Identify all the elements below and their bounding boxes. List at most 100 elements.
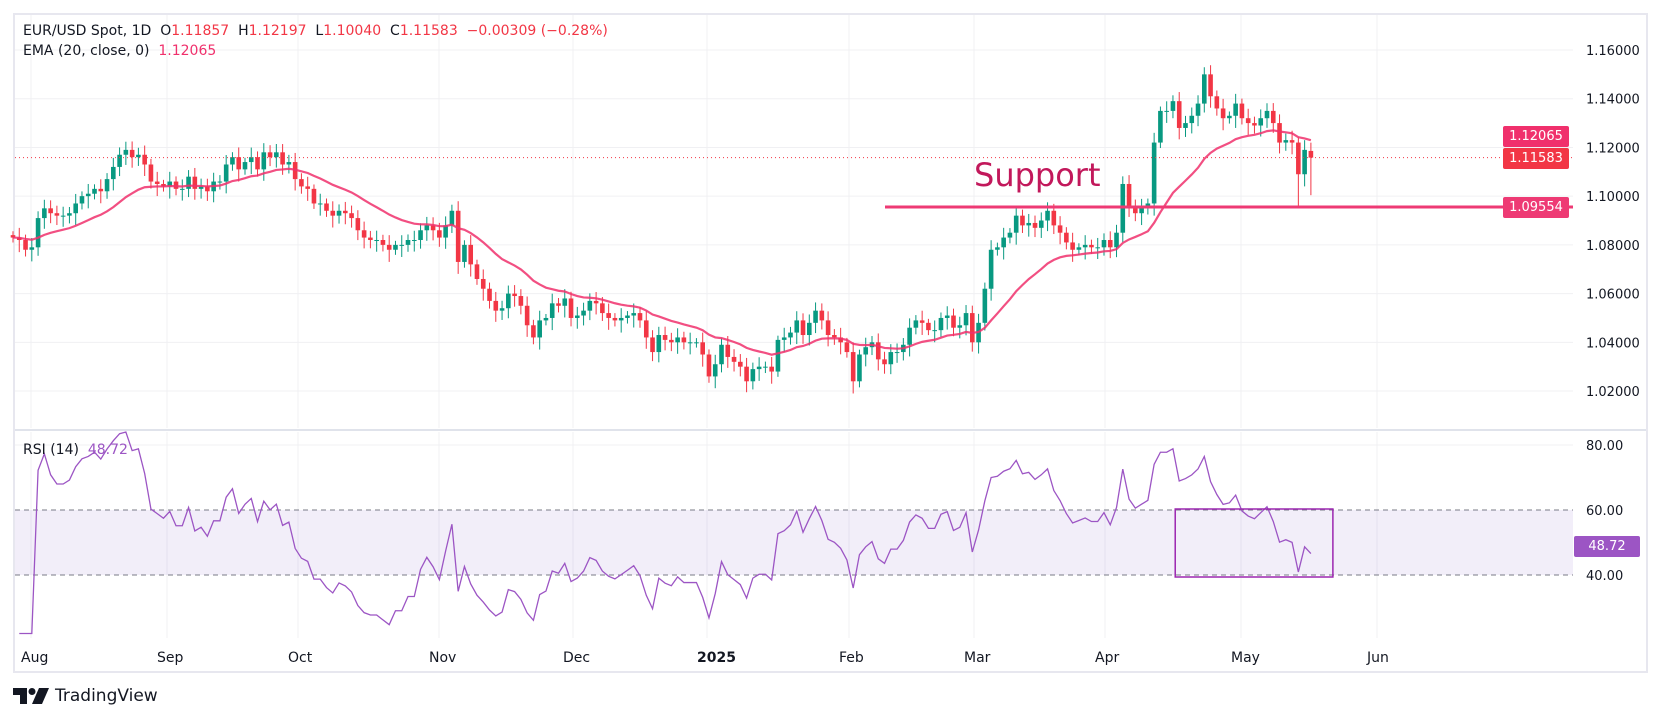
x-tick-label: Dec xyxy=(563,650,590,666)
candle-body xyxy=(179,188,185,190)
rsi-value: 48.72 xyxy=(87,442,128,458)
candle-body xyxy=(98,188,104,192)
candle-down xyxy=(343,201,348,225)
candle-down xyxy=(48,200,53,224)
high-label: H xyxy=(238,23,249,39)
candle-up xyxy=(982,282,988,331)
candle-body xyxy=(957,325,963,328)
candle-body xyxy=(1089,244,1094,248)
candle-up xyxy=(374,230,379,252)
candle-body xyxy=(161,183,166,187)
candle-body xyxy=(349,213,354,219)
candle-body xyxy=(54,213,60,216)
candle-up xyxy=(67,206,72,224)
candle-body xyxy=(970,313,975,343)
candle-body xyxy=(963,313,969,326)
candle-up xyxy=(976,313,981,354)
candle-body xyxy=(506,293,511,309)
candle-body xyxy=(317,203,323,205)
change-value: −0.00309 (−0.28%) xyxy=(466,23,608,39)
candle-body xyxy=(462,244,467,262)
y-tick-label: 1.14000 xyxy=(1586,93,1640,108)
candle-body xyxy=(756,366,762,370)
candle-up xyxy=(1302,140,1307,187)
candle-up xyxy=(223,155,229,194)
chart-frame xyxy=(13,13,1648,673)
candle-body xyxy=(537,320,542,338)
candle-down xyxy=(1032,215,1038,238)
open-value: 1.11857 xyxy=(171,23,230,39)
candle-body xyxy=(1264,110,1270,119)
candle-body xyxy=(1139,208,1144,214)
candle-body xyxy=(637,313,643,321)
candle-up xyxy=(242,157,248,175)
candle-body xyxy=(913,320,919,328)
candle-down xyxy=(324,198,329,217)
candle-up xyxy=(411,230,417,252)
candle-body xyxy=(1258,118,1264,126)
candle-down xyxy=(738,354,743,377)
y-tick-label: 1.02000 xyxy=(1586,385,1640,400)
tradingview-logo[interactable]: TradingView xyxy=(13,686,158,706)
candle-body xyxy=(982,288,988,323)
candle-down xyxy=(1277,114,1282,154)
candle-up xyxy=(1170,95,1176,119)
candle-body xyxy=(687,342,693,344)
candle-up xyxy=(1202,67,1207,113)
candle-body xyxy=(882,359,887,365)
candle-body xyxy=(1195,103,1201,116)
ema-line xyxy=(12,129,1312,356)
candle-down xyxy=(662,326,668,351)
candle-up xyxy=(907,318,912,357)
candle-body xyxy=(1227,115,1232,119)
candle-body xyxy=(1133,205,1138,214)
candle-up xyxy=(656,326,662,363)
ema-value: 1.12065 xyxy=(158,43,217,59)
candle-body xyxy=(825,320,831,336)
candle-body xyxy=(223,164,229,182)
candle-body xyxy=(142,154,147,165)
candle-body xyxy=(437,230,442,238)
candle-down xyxy=(838,327,843,355)
legend-rsi-row[interactable]: RSI (14) 48.72 xyxy=(23,442,128,458)
candle-down xyxy=(731,349,737,372)
candle-body xyxy=(926,322,931,331)
candle-body xyxy=(192,176,198,189)
candle-body xyxy=(662,335,668,340)
candle-body xyxy=(694,342,699,344)
candle-up xyxy=(581,302,586,326)
candle-body xyxy=(581,310,586,316)
candle-down xyxy=(368,230,373,249)
candle-body xyxy=(267,152,273,158)
candle-body xyxy=(255,157,260,170)
candle-down xyxy=(926,318,931,336)
candle-up xyxy=(543,313,549,326)
candle-up xyxy=(913,315,919,335)
candle-down xyxy=(192,167,198,200)
candle-up xyxy=(73,193,78,226)
candle-up xyxy=(499,300,505,320)
candle-down xyxy=(129,141,135,168)
candle-body xyxy=(1189,115,1195,124)
candle-down xyxy=(593,292,599,315)
legend-ema-row[interactable]: EMA (20, close, 0) 1.12065 xyxy=(23,43,216,59)
candle-body xyxy=(230,157,235,165)
candle-up xyxy=(123,141,129,165)
candle-up xyxy=(1233,93,1238,128)
candle-body xyxy=(242,162,248,170)
candle-body xyxy=(355,218,361,231)
x-tick-label: May xyxy=(1231,650,1260,666)
candle-up xyxy=(1001,227,1006,260)
candle-down xyxy=(349,205,354,228)
candle-down xyxy=(1239,98,1245,125)
candle-body xyxy=(393,244,398,250)
candle-body xyxy=(10,235,16,238)
candle-down xyxy=(800,313,806,344)
candle-up xyxy=(863,337,869,367)
candle-up xyxy=(399,235,405,257)
candle-up xyxy=(1151,132,1157,216)
candle-body xyxy=(117,154,122,167)
candle-up xyxy=(1264,103,1270,128)
candle-body xyxy=(198,186,204,189)
